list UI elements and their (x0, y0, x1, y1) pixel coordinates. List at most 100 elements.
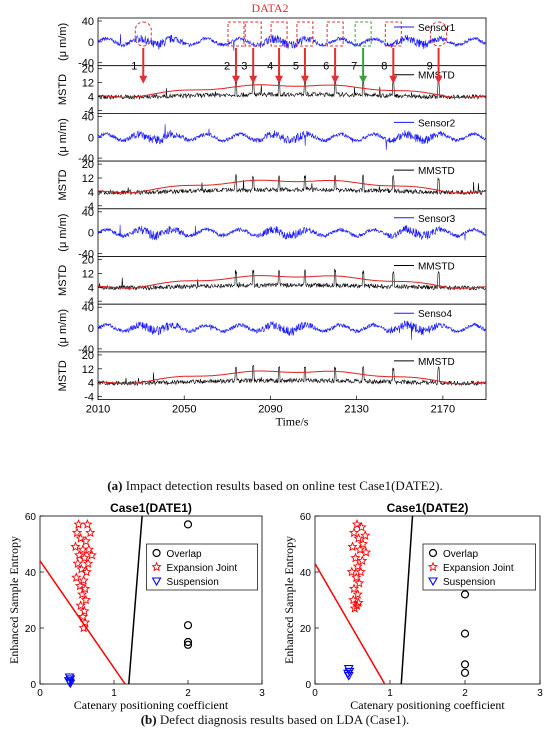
expansion-joint-point (351, 600, 363, 610)
expansion-joint-point (78, 575, 89, 585)
legend-marker-expansion-joint (151, 561, 162, 572)
panel-frame (97, 351, 487, 400)
suspension-point (65, 679, 76, 689)
expansion-joint-point (346, 566, 357, 577)
plot-frame (39, 515, 263, 685)
event-number-2: 2 (224, 61, 230, 73)
expansion-joint-point (73, 519, 84, 529)
expansion-joint-point (74, 549, 85, 560)
y-tick-label: -40 (78, 153, 94, 165)
expansion-joint-point (357, 555, 368, 566)
legend-marker-expansion-joint (427, 561, 439, 572)
mstd-signal-line (97, 268, 487, 291)
y-tick-label: 60 (25, 512, 37, 523)
mstd-threshold-line (97, 275, 487, 289)
caption-b-prefix: (b) (140, 712, 157, 727)
expansion-joint-point (360, 530, 371, 540)
event-number-8: 8 (381, 61, 387, 73)
expansion-joint-point (80, 535, 92, 546)
y-tick-label: 40 (82, 16, 94, 28)
sensor-ylabel: (μ m/m) (57, 309, 69, 347)
legend-label: Expansion Joint (167, 563, 238, 574)
decision-boundary (315, 563, 386, 684)
expansion-joint-point (347, 541, 358, 552)
overlap-point (460, 629, 470, 638)
overlap-point (460, 590, 470, 599)
mstd-signal-line (97, 365, 487, 387)
y-tick-label: 20 (82, 255, 94, 267)
y-tick-label: 20 (25, 624, 37, 635)
sensor-signal-line (97, 124, 487, 150)
y-tick-label: -40 (78, 58, 94, 70)
y-tick-label: 20 (82, 64, 94, 76)
sensor-signal-line (97, 320, 487, 340)
expansion-joint-point (356, 521, 367, 532)
x-tick-label: 2050 (172, 404, 196, 416)
y-tick-label: 0 (88, 228, 94, 240)
y-tick-label: 20 (82, 350, 94, 362)
expansion-joint-point (352, 561, 363, 571)
expansion-joint-point (79, 617, 91, 627)
legend-label: Expansion Joint (443, 563, 514, 574)
expansion-joint-point (348, 527, 360, 538)
expansion-joint-point (75, 600, 86, 610)
x-tick-label: 1 (111, 688, 117, 699)
panel-frame (97, 65, 487, 114)
event-box-7 (354, 21, 372, 47)
event-arrowhead-5 (300, 75, 309, 84)
legend-marker-suspension (428, 577, 438, 587)
panel-frame (97, 160, 487, 210)
expansion-joint-point (86, 549, 97, 560)
legend-label: Overlap (167, 549, 202, 560)
x-tick-label: 0 (312, 688, 318, 699)
event-number-7: 7 (351, 61, 357, 73)
y-tick-label: -40 (78, 249, 94, 261)
caption-a-prefix: (a) (107, 478, 123, 493)
chart-title: Case1(DATE1) (110, 501, 192, 515)
x-tick-label: 1 (387, 688, 393, 699)
mstd-ylabel: MSTD (57, 360, 69, 391)
expansion-joint-point (348, 594, 359, 605)
caption-b-text: Defect diagnosis results based on LDA (C… (156, 712, 410, 727)
y-tick-label: -4 (84, 105, 94, 117)
decision-boundary (128, 516, 143, 684)
expansion-joint-point (354, 544, 366, 554)
chart-title: Case1(DATE2) (387, 501, 469, 515)
x-tick-label: 2 (185, 688, 191, 699)
caption-a-text: Impact detection results based on online… (122, 478, 443, 493)
y-tick-label: 12 (82, 268, 94, 280)
event-arrowhead-6 (331, 75, 340, 84)
legend-label: Sensor1 (418, 23, 456, 34)
event-number-4: 4 (267, 61, 273, 73)
sensor-ylabel: (μ m/m) (57, 118, 69, 156)
event-box-9 (430, 21, 448, 47)
caption-b: (b) Defect diagnosis results based on LD… (0, 712, 550, 728)
event-arrowhead-8 (389, 75, 398, 84)
x-axis-label: Time/s (276, 415, 309, 429)
overlap-point (183, 520, 193, 529)
y-tick-label: 40 (25, 568, 37, 579)
event-box-6 (326, 21, 344, 47)
x-tick-label: 2 (462, 688, 468, 699)
y-tick-label: -40 (78, 344, 94, 356)
y-tick-label: 12 (82, 173, 94, 185)
y-tick-label: 0 (88, 323, 94, 335)
expansion-joint-point (349, 603, 360, 613)
y-axis-label: Enhanced Sample Entropy (7, 536, 21, 664)
expansion-joint-point (75, 533, 86, 543)
legend-label: Sensor2 (418, 118, 456, 129)
mstd-ylabel: MSTD (57, 265, 69, 296)
y-tick-label: 12 (82, 78, 94, 90)
event-number-1: 1 (131, 61, 137, 73)
event-box-1 (134, 21, 152, 47)
mstd-threshold-line (97, 179, 487, 194)
event-box-4 (270, 21, 288, 47)
event-box-8 (384, 21, 402, 47)
expansion-joint-point (70, 541, 81, 552)
suspension-point (343, 672, 354, 681)
y-tick-label: 60 (300, 512, 312, 523)
y-tick-label: 20 (82, 159, 94, 171)
y-tick-label: 0 (30, 680, 36, 691)
overlap-point (183, 621, 193, 630)
expansion-joint-point (82, 558, 94, 568)
